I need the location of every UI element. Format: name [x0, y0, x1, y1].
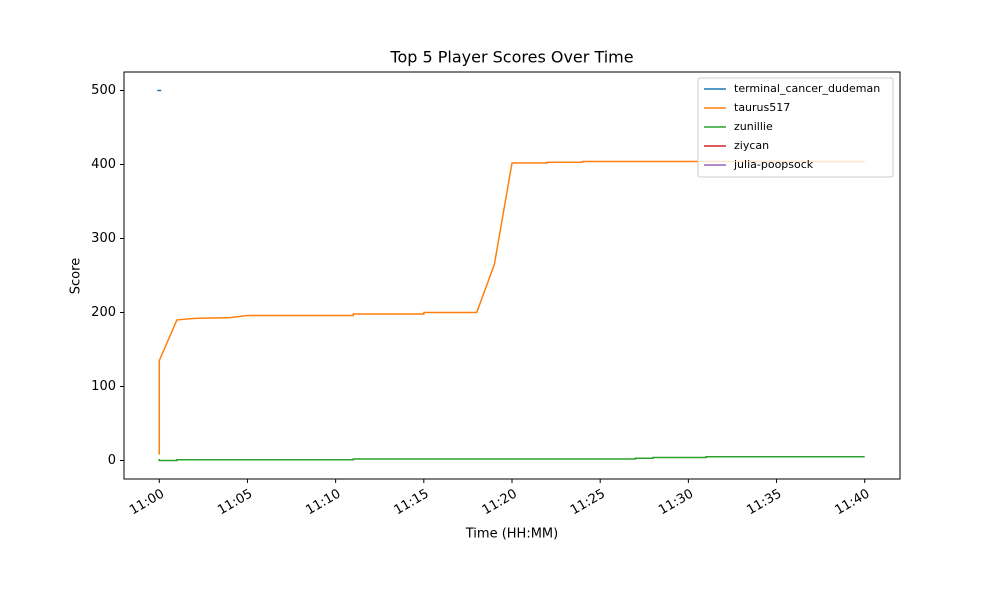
chart-title: Top 5 Player Scores Over Time: [389, 48, 633, 67]
y-tick-label: 0: [108, 453, 116, 468]
legend-label: ziycan: [734, 139, 769, 152]
x-tick-label: 11:05: [215, 487, 255, 519]
x-tick-label: 11:35: [744, 487, 784, 519]
legend-label: julia-poopsock: [733, 158, 814, 171]
x-tick-label: 11:00: [127, 487, 167, 519]
x-tick-label: 11:15: [392, 487, 432, 519]
series-line: [158, 456, 865, 462]
y-tick-label: 400: [91, 157, 116, 172]
x-tick-label: 11:10: [303, 487, 343, 519]
legend-label: terminal_cancer_dudeman: [734, 82, 880, 95]
y-tick-label: 500: [91, 83, 116, 98]
y-axis-label: Score: [69, 258, 84, 294]
y-tick-label: 300: [91, 231, 116, 246]
legend-box: [697, 77, 894, 178]
x-tick-label: 11:20: [480, 487, 520, 519]
x-tick-label: 11:30: [656, 487, 696, 519]
legend-label: taurus517: [734, 101, 790, 114]
x-tick-label: 11:25: [568, 487, 608, 519]
legend-label: zunillie: [734, 120, 773, 133]
x-axis-label: Time (HH:MM): [465, 527, 558, 542]
series-line: [158, 160, 865, 455]
y-tick-label: 200: [91, 305, 116, 320]
y-tick-label: 100: [91, 379, 116, 394]
x-tick-label: 11:40: [833, 487, 873, 519]
